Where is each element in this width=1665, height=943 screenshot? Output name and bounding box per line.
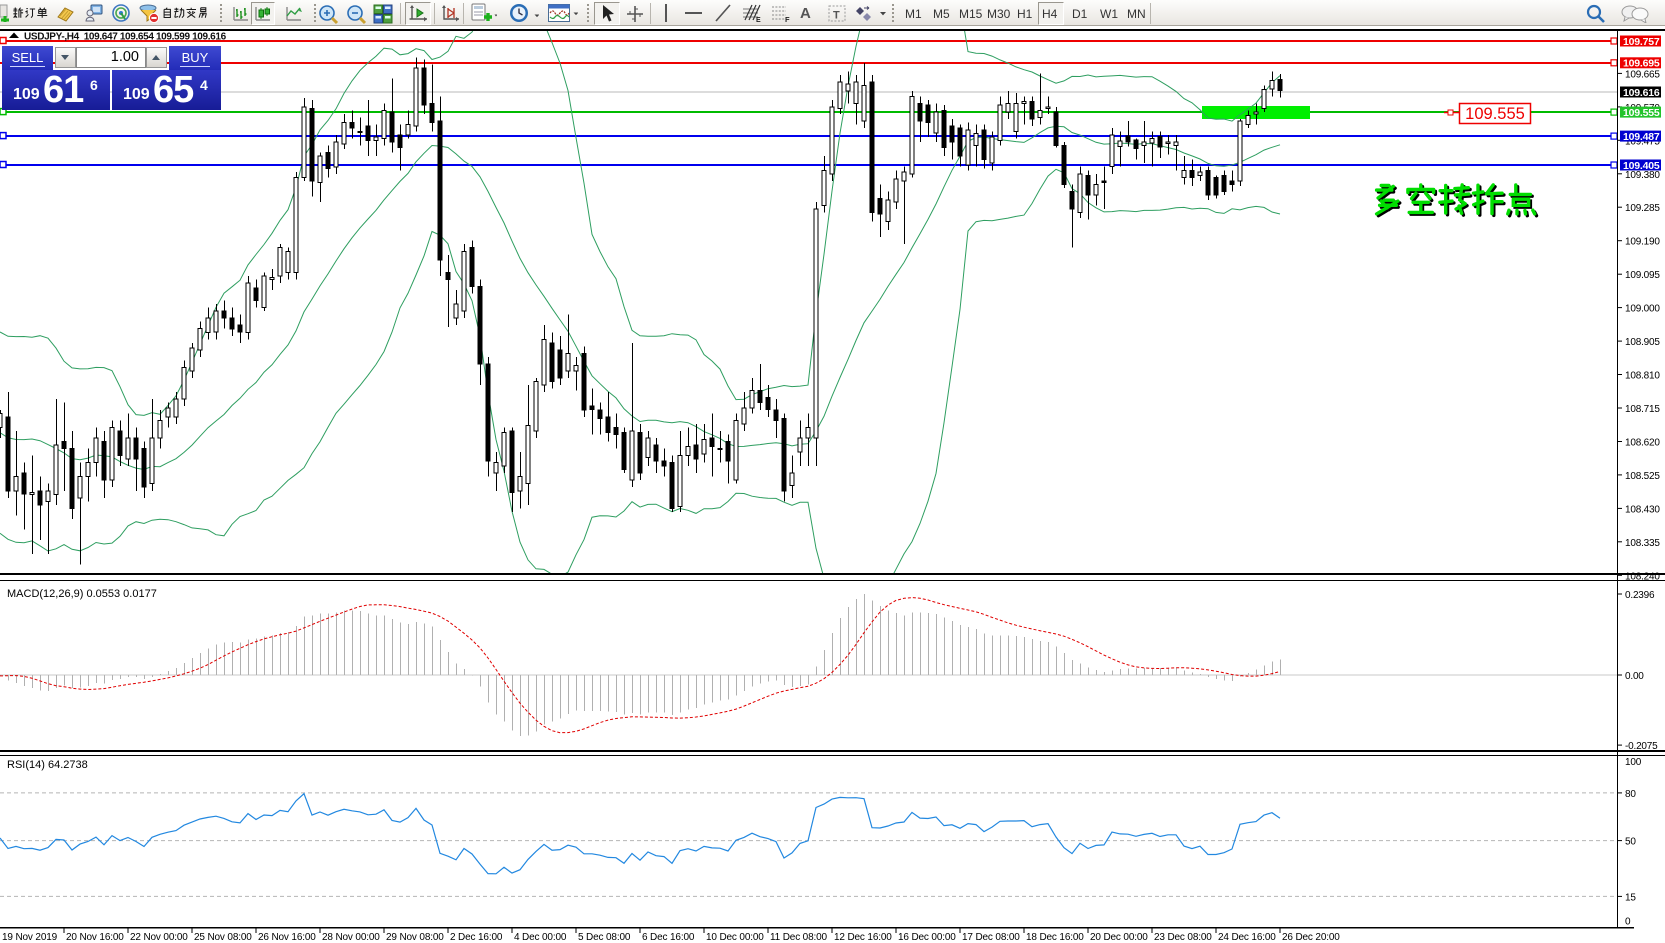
- svg-text:20 Dec 00:00: 20 Dec 00:00: [1090, 932, 1148, 943]
- svg-text:109.285: 109.285: [1625, 203, 1660, 214]
- svg-text:MACD(12,26,9) 0.0553 0.0177: MACD(12,26,9) 0.0553 0.0177: [7, 588, 157, 600]
- svg-text:0.00: 0.00: [1625, 671, 1644, 682]
- svg-text:E: E: [756, 17, 761, 23]
- svg-text:17 Dec 08:00: 17 Dec 08:00: [962, 932, 1020, 943]
- svg-text:23 Dec 08:00: 23 Dec 08:00: [1154, 932, 1212, 943]
- svg-text:15: 15: [1625, 892, 1636, 903]
- svg-text:11 Dec 08:00: 11 Dec 08:00: [770, 932, 828, 943]
- svg-text:T: T: [833, 10, 840, 22]
- svg-text:109.487: 109.487: [1623, 131, 1660, 143]
- svg-text:108.620: 108.620: [1625, 438, 1660, 449]
- svg-text:109.757: 109.757: [1623, 36, 1660, 48]
- svg-text:108.430: 108.430: [1625, 504, 1660, 515]
- svg-text:19 Nov 2019: 19 Nov 2019: [2, 932, 58, 943]
- svg-text:109.095: 109.095: [1625, 270, 1660, 281]
- svg-text:100: 100: [1625, 757, 1642, 768]
- svg-text:109.190: 109.190: [1625, 237, 1660, 248]
- svg-text:0.2396: 0.2396: [1625, 590, 1655, 601]
- svg-text:28 Nov 00:00: 28 Nov 00:00: [322, 932, 380, 943]
- svg-text:109.475: 109.475: [1625, 136, 1660, 147]
- svg-text:2 Dec 16:00: 2 Dec 16:00: [450, 932, 503, 943]
- svg-text:26 Nov 16:00: 26 Nov 16:00: [258, 932, 316, 943]
- svg-text:20 Nov 16:00: 20 Nov 16:00: [66, 932, 124, 943]
- svg-text:108.905: 108.905: [1625, 337, 1660, 348]
- svg-text:109.555: 109.555: [1465, 105, 1525, 123]
- svg-text:10 Dec 00:00: 10 Dec 00:00: [706, 932, 764, 943]
- svg-text:USDJPY-,H4 109.647 109.654 10: USDJPY-,H4 109.647 109.654 109.599 109.6…: [24, 32, 227, 43]
- svg-text:22 Nov 00:00: 22 Nov 00:00: [130, 932, 188, 943]
- svg-text:109.555: 109.555: [1623, 107, 1660, 119]
- svg-text:108.240: 108.240: [1625, 571, 1660, 582]
- svg-text:108.335: 108.335: [1625, 538, 1660, 549]
- svg-text:50: 50: [1625, 837, 1636, 848]
- svg-text:RSI(14) 64.2738: RSI(14) 64.2738: [7, 759, 88, 771]
- svg-text:29 Nov 08:00: 29 Nov 08:00: [386, 932, 444, 943]
- svg-text:109.616: 109.616: [1623, 87, 1660, 99]
- svg-text:108.810: 108.810: [1625, 371, 1660, 382]
- svg-text:16 Dec 00:00: 16 Dec 00:00: [898, 932, 956, 943]
- svg-text:80: 80: [1625, 789, 1636, 800]
- svg-text:26 Dec 20:00: 26 Dec 20:00: [1282, 932, 1340, 943]
- svg-text:109.665: 109.665: [1625, 69, 1660, 80]
- svg-text:109.380: 109.380: [1625, 170, 1660, 181]
- svg-text:-0.2075: -0.2075: [1625, 741, 1658, 752]
- svg-text:109.405: 109.405: [1623, 160, 1660, 172]
- svg-text:108.715: 108.715: [1625, 404, 1660, 415]
- svg-text:0: 0: [1625, 916, 1631, 927]
- svg-text:25 Nov 08:00: 25 Nov 08:00: [194, 932, 252, 943]
- svg-text:109.695: 109.695: [1623, 58, 1660, 70]
- svg-text:5 Dec 08:00: 5 Dec 08:00: [578, 932, 631, 943]
- svg-text:24 Dec 16:00: 24 Dec 16:00: [1218, 932, 1276, 943]
- svg-text:6 Dec 16:00: 6 Dec 16:00: [642, 932, 695, 943]
- svg-text:4 Dec 00:00: 4 Dec 00:00: [514, 932, 567, 943]
- svg-text:F: F: [785, 15, 790, 23]
- svg-text:109.000: 109.000: [1625, 304, 1660, 315]
- svg-text:18 Dec 16:00: 18 Dec 16:00: [1026, 932, 1084, 943]
- svg-text:12 Dec 16:00: 12 Dec 16:00: [834, 932, 892, 943]
- svg-text:108.525: 108.525: [1625, 471, 1660, 482]
